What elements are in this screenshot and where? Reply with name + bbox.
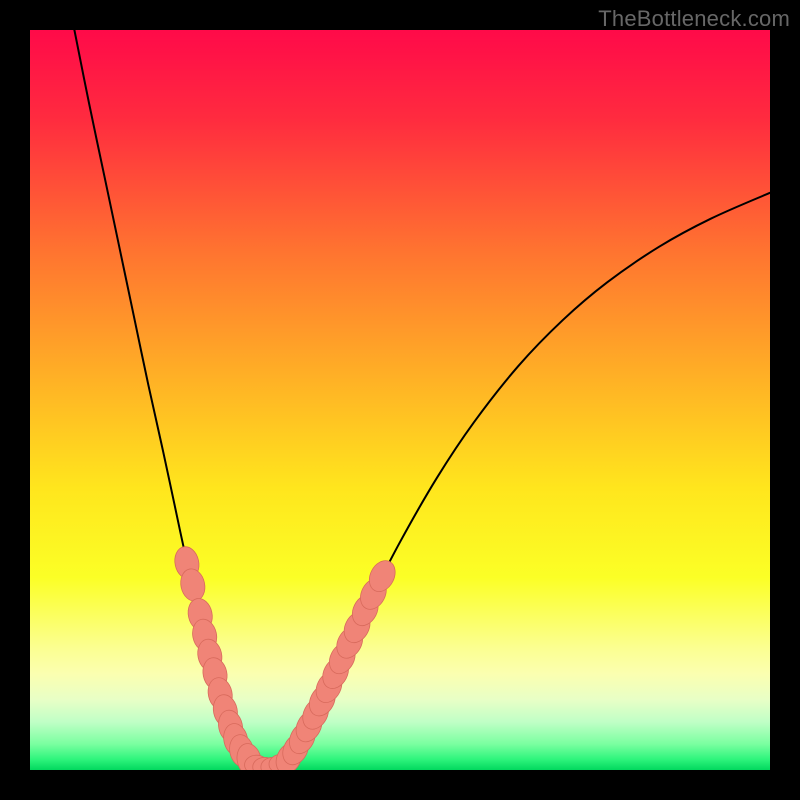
plot-svg (30, 30, 770, 770)
watermark-text: TheBottleneck.com (598, 6, 790, 32)
gradient-background (30, 30, 770, 770)
plot-area (30, 30, 770, 770)
chart-frame: TheBottleneck.com (0, 0, 800, 800)
